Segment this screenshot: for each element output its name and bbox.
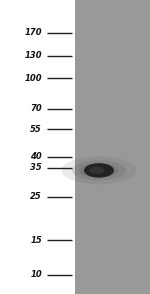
- Text: 100: 100: [24, 74, 42, 83]
- Text: 25: 25: [30, 192, 42, 201]
- Text: 15: 15: [30, 236, 42, 245]
- Text: 170: 170: [24, 29, 42, 37]
- Ellipse shape: [84, 163, 114, 178]
- Text: 130: 130: [24, 51, 42, 60]
- Ellipse shape: [61, 156, 136, 184]
- Ellipse shape: [80, 163, 118, 178]
- Text: 35: 35: [30, 163, 42, 173]
- Ellipse shape: [72, 160, 126, 181]
- Bar: [75, 0, 150, 294]
- Ellipse shape: [89, 167, 104, 174]
- Text: 10: 10: [30, 270, 42, 279]
- Text: 55: 55: [30, 125, 42, 134]
- Text: 40: 40: [30, 152, 42, 161]
- Text: 70: 70: [30, 104, 42, 113]
